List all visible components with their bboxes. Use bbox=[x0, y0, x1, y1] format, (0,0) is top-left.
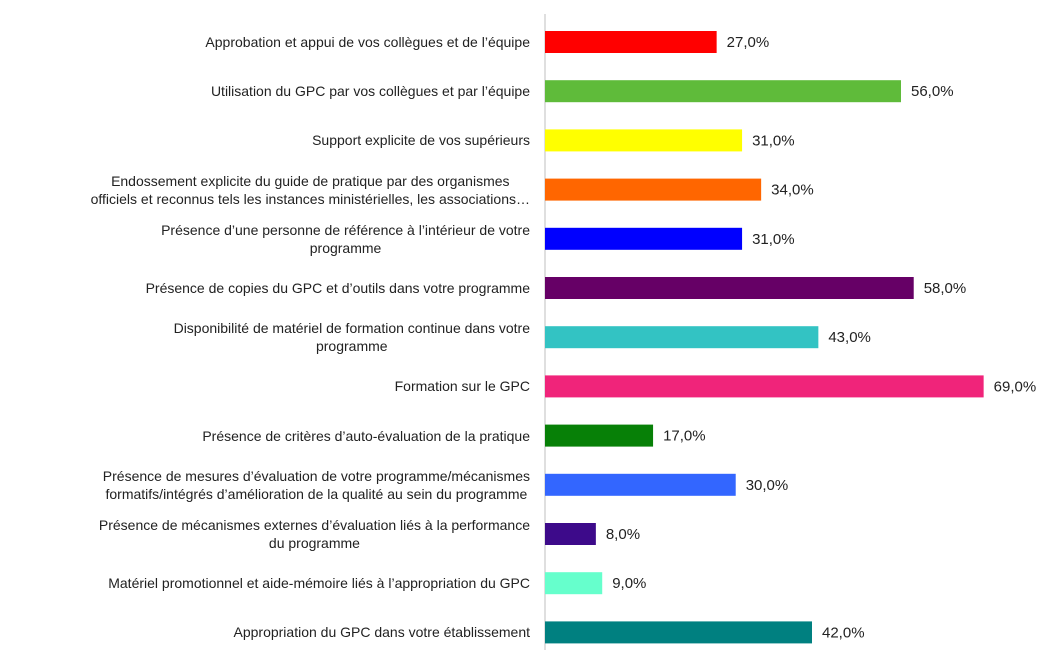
bar bbox=[545, 326, 819, 349]
category-label: Disponibilité de matériel de formation c… bbox=[173, 320, 530, 355]
category-label: Présence de critères d’auto-évaluation d… bbox=[202, 427, 530, 444]
value-label: 56,0% bbox=[911, 83, 954, 100]
bar bbox=[545, 178, 762, 201]
value-label: 30,0% bbox=[746, 477, 789, 494]
value-label: 8,0% bbox=[606, 526, 640, 543]
value-label: 34,0% bbox=[771, 182, 814, 199]
bar bbox=[545, 572, 603, 595]
bar bbox=[545, 621, 812, 644]
bar bbox=[545, 375, 984, 398]
value-label: 9,0% bbox=[612, 575, 646, 592]
value-label: 43,0% bbox=[828, 329, 871, 346]
bar bbox=[545, 473, 736, 496]
value-label: 31,0% bbox=[752, 132, 795, 149]
bar bbox=[545, 31, 717, 53]
value-label: 69,0% bbox=[994, 378, 1037, 395]
category-label: Présence de mesures d’évaluation de votr… bbox=[102, 467, 530, 502]
value-label: 42,0% bbox=[822, 624, 865, 641]
category-label: Présence de mécanismes externes d’évalua… bbox=[98, 517, 530, 551]
category-label: Formation sur le GPC bbox=[394, 378, 530, 395]
category-label: Utilisation du GPC par vos collègues et … bbox=[210, 83, 530, 100]
value-label: 31,0% bbox=[752, 231, 795, 248]
category-label: Endossement explicite du guide de pratiq… bbox=[90, 172, 530, 207]
bar bbox=[545, 523, 596, 545]
bar bbox=[545, 129, 743, 152]
value-label: 27,0% bbox=[727, 34, 770, 51]
value-label: 17,0% bbox=[663, 428, 706, 445]
category-label: Présence de copies du GPC et d’outils da… bbox=[145, 280, 530, 296]
category-label: Support explicite de vos supérieurs bbox=[312, 132, 530, 149]
bar bbox=[545, 80, 901, 103]
value-label: 58,0% bbox=[924, 280, 967, 297]
category-label: Appropriation du GPC dans votre établiss… bbox=[233, 624, 531, 641]
category-label: Présence d’une personne de référence à l… bbox=[161, 221, 530, 256]
category-label: Matériel promotionnel et aide-mémoire li… bbox=[108, 575, 530, 592]
bar bbox=[545, 277, 914, 299]
category-label: Approbation et appui de vos collègues et… bbox=[205, 34, 530, 50]
bar bbox=[545, 227, 743, 250]
bar bbox=[545, 424, 654, 447]
